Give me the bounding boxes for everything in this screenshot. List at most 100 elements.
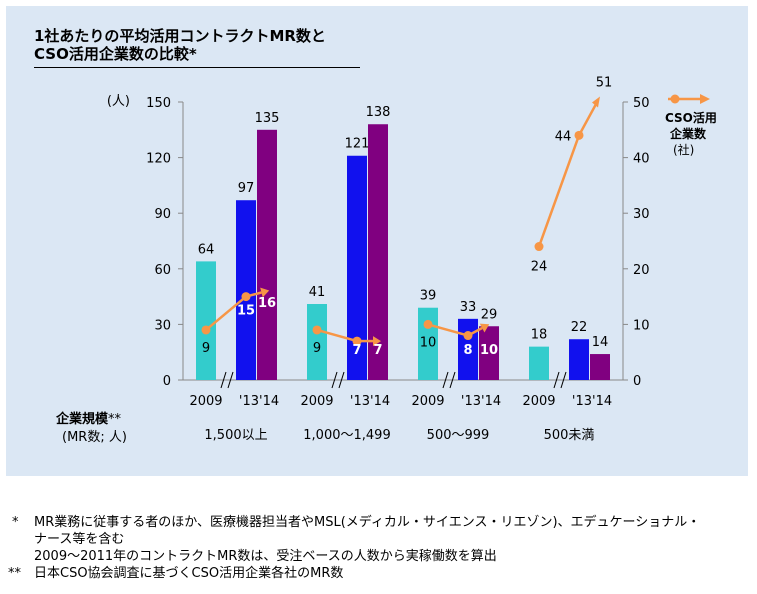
right-tick-label: 40: [633, 152, 650, 167]
bar-value-label: 138: [366, 105, 391, 120]
axis-break-mark: [227, 371, 234, 389]
note-2-text: 日本CSO協会調査に基づくCSO活用企業各社のMR数: [34, 566, 344, 581]
x-tick-label: 2009: [189, 394, 222, 409]
left-tick-label: 120: [146, 152, 171, 167]
right-tick-label: 10: [633, 318, 650, 333]
bar-value-label: 121: [345, 137, 370, 152]
axis-break-mark: [560, 371, 567, 389]
left-tick-label: 30: [154, 318, 171, 333]
axis-break-mark: [331, 371, 338, 389]
note-1-mark: *: [12, 515, 19, 530]
group-label: 500未満: [544, 428, 595, 443]
note-2-mark: **: [8, 566, 21, 581]
bar-3-1: [569, 339, 589, 380]
company-point: [241, 292, 251, 302]
bar-value-label: 22: [571, 320, 588, 335]
bar-3-0: [529, 346, 549, 380]
company-line-segment: [537, 134, 581, 247]
legend-arrow: [700, 94, 710, 104]
company-value-label: 51: [596, 75, 613, 90]
bar-value-label: 33: [460, 300, 477, 315]
company-value-label: 16: [258, 296, 276, 311]
company-value-label: 7: [373, 343, 382, 358]
company-value-label: 9: [313, 341, 321, 356]
company-line-segment: [577, 99, 600, 136]
bar-1-2: [368, 124, 388, 381]
left-tick-label: 90: [154, 207, 171, 222]
company-line-segment: [316, 328, 358, 343]
company-line-segment: [427, 323, 469, 337]
right-tick-label: 0: [633, 374, 641, 389]
x-tick-label: '14: [592, 394, 612, 409]
bar-value-label: 41: [309, 285, 326, 300]
legend-point: [670, 94, 680, 104]
left-tick-label: 150: [146, 96, 171, 111]
x-axis-title: 企業規模**: [56, 412, 122, 427]
legend-unit: (社): [673, 142, 694, 157]
company-value-label: 44: [555, 129, 572, 144]
company-value-label: 24: [531, 260, 548, 275]
group-label: 500～999: [427, 428, 490, 443]
company-value-label: 9: [202, 341, 210, 356]
company-point: [312, 325, 322, 335]
x-tick-label: '14: [370, 394, 390, 409]
bar-1-0: [307, 304, 327, 380]
right-tick-label: 20: [633, 263, 650, 278]
axis-break-mark: [220, 371, 227, 389]
legend-label: CSO活用: [665, 110, 717, 125]
x-tick-label: '13: [350, 394, 370, 409]
x-tick-label: '14: [259, 394, 279, 409]
left-tick-label: 60: [154, 263, 171, 278]
company-line-segment: [205, 295, 247, 331]
x-tick-label: '14: [481, 394, 501, 409]
x-tick-label: '13: [239, 394, 259, 409]
bar-value-label: 135: [255, 111, 280, 126]
bar-value-label: 14: [592, 335, 609, 350]
group-label: 1,000～1,499: [303, 428, 390, 443]
company-value-label: 10: [420, 335, 437, 350]
company-line-arrow: [260, 287, 270, 298]
bar-value-label: 64: [198, 242, 215, 257]
company-value-label: 7: [352, 343, 361, 358]
company-point: [352, 336, 362, 346]
axis-break-mark: [553, 371, 560, 389]
x-tick-label: 2009: [522, 394, 555, 409]
x-axis-title-unit: (MR数; 人): [62, 430, 127, 445]
bar-3-2: [590, 354, 610, 380]
left-axis-unit: (人): [107, 94, 130, 109]
bar-0-1: [236, 200, 256, 380]
bar-value-label: 18: [531, 328, 548, 343]
bar-value-label: 29: [481, 307, 498, 322]
group-label: 1,500以上: [204, 428, 267, 443]
chart-title-line2: CSO活用企業数の比較*: [34, 45, 197, 63]
company-line-arrow: [373, 336, 381, 347]
x-tick-label: 2009: [300, 394, 333, 409]
company-point: [423, 319, 433, 329]
chart-title-line1: 1社あたりの平均活用コントラクトMR数と: [34, 27, 326, 45]
x-tick-label: '13: [572, 394, 592, 409]
company-point: [534, 242, 544, 252]
bar-0-0: [196, 261, 216, 380]
company-value-label: 8: [463, 343, 472, 358]
right-tick-label: 30: [633, 207, 650, 222]
note-1-extra: 2009～2011年のコントラクトMR数は、受注ベースの人数から実稼働数を算出: [34, 549, 497, 564]
x-tick-label: 2009: [411, 394, 444, 409]
note-1-continued: ナース等を含む: [34, 532, 125, 547]
axis-break-mark: [338, 371, 345, 389]
note-1-text: MR業務に従事する者のほか、医療機器担当者やMSL(メディカル・サイエンス・リエ…: [34, 515, 701, 530]
company-line-arrow: [479, 323, 490, 333]
company-point: [201, 325, 211, 335]
axis-break-mark: [442, 371, 449, 389]
bar-value-label: 97: [238, 181, 255, 196]
bar-1-1: [347, 155, 367, 380]
title-underline: [34, 67, 360, 68]
x-tick-label: '13: [461, 394, 481, 409]
legend-label: 企業数: [669, 126, 707, 141]
bar-value-label: 39: [420, 289, 437, 304]
axis-break-mark: [449, 371, 456, 389]
company-value-label: 10: [480, 343, 498, 358]
right-tick-label: 50: [633, 96, 650, 111]
left-tick-label: 0: [163, 374, 171, 389]
chart-svg: 030609012015001020304050(人)64971352009'1…: [107, 75, 717, 443]
company-point: [463, 331, 473, 341]
